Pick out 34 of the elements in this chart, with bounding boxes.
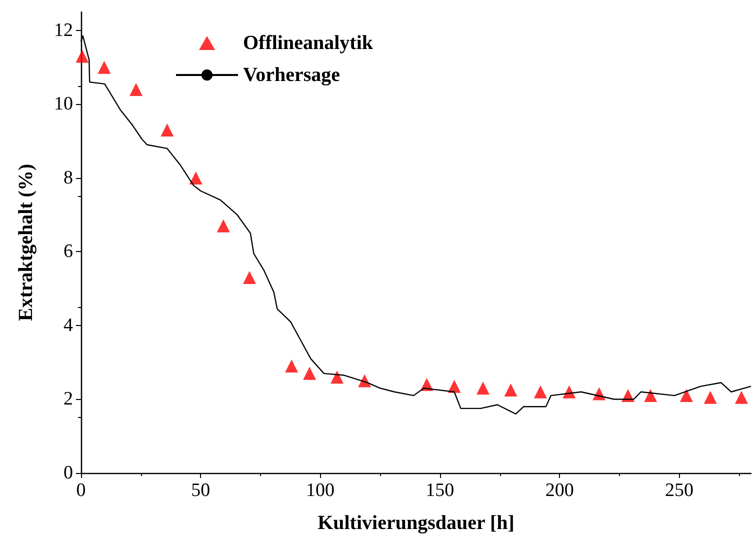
x-tick-label: 250 bbox=[664, 480, 694, 501]
y-axis-title: Extraktgehalt (%) bbox=[15, 164, 37, 322]
point bbox=[242, 271, 256, 284]
point bbox=[285, 360, 298, 373]
point bbox=[680, 389, 693, 402]
point bbox=[216, 219, 230, 232]
point bbox=[330, 370, 344, 384]
x-tick-label: 200 bbox=[545, 480, 574, 501]
point bbox=[303, 366, 316, 380]
y-tick-label: 12 bbox=[54, 20, 73, 41]
y-tick-label: 10 bbox=[54, 94, 73, 115]
point bbox=[644, 389, 657, 402]
x-tick-label: 100 bbox=[306, 480, 335, 501]
x-tick-label: 50 bbox=[191, 480, 210, 501]
legend-label: Vorhersage bbox=[243, 64, 340, 86]
point bbox=[476, 382, 490, 395]
point bbox=[534, 385, 547, 398]
point bbox=[130, 82, 143, 96]
y-tick-label: 4 bbox=[64, 314, 74, 336]
point bbox=[448, 380, 461, 393]
point bbox=[704, 390, 717, 404]
x-axis-title: Kultivierungsdauer [h] bbox=[318, 512, 514, 534]
y-tick-label: 2 bbox=[64, 388, 73, 410]
legend-label: Offlineanalytik bbox=[243, 32, 374, 54]
y-tick-label: 6 bbox=[64, 241, 73, 262]
point bbox=[76, 50, 89, 63]
point bbox=[734, 390, 748, 404]
point bbox=[504, 384, 518, 397]
point bbox=[98, 60, 111, 74]
x-tick-label: 150 bbox=[426, 480, 454, 501]
point bbox=[160, 124, 174, 137]
point bbox=[189, 171, 202, 184]
y-tick-label: 8 bbox=[64, 167, 73, 188]
y-tick-label: 0 bbox=[64, 462, 73, 484]
